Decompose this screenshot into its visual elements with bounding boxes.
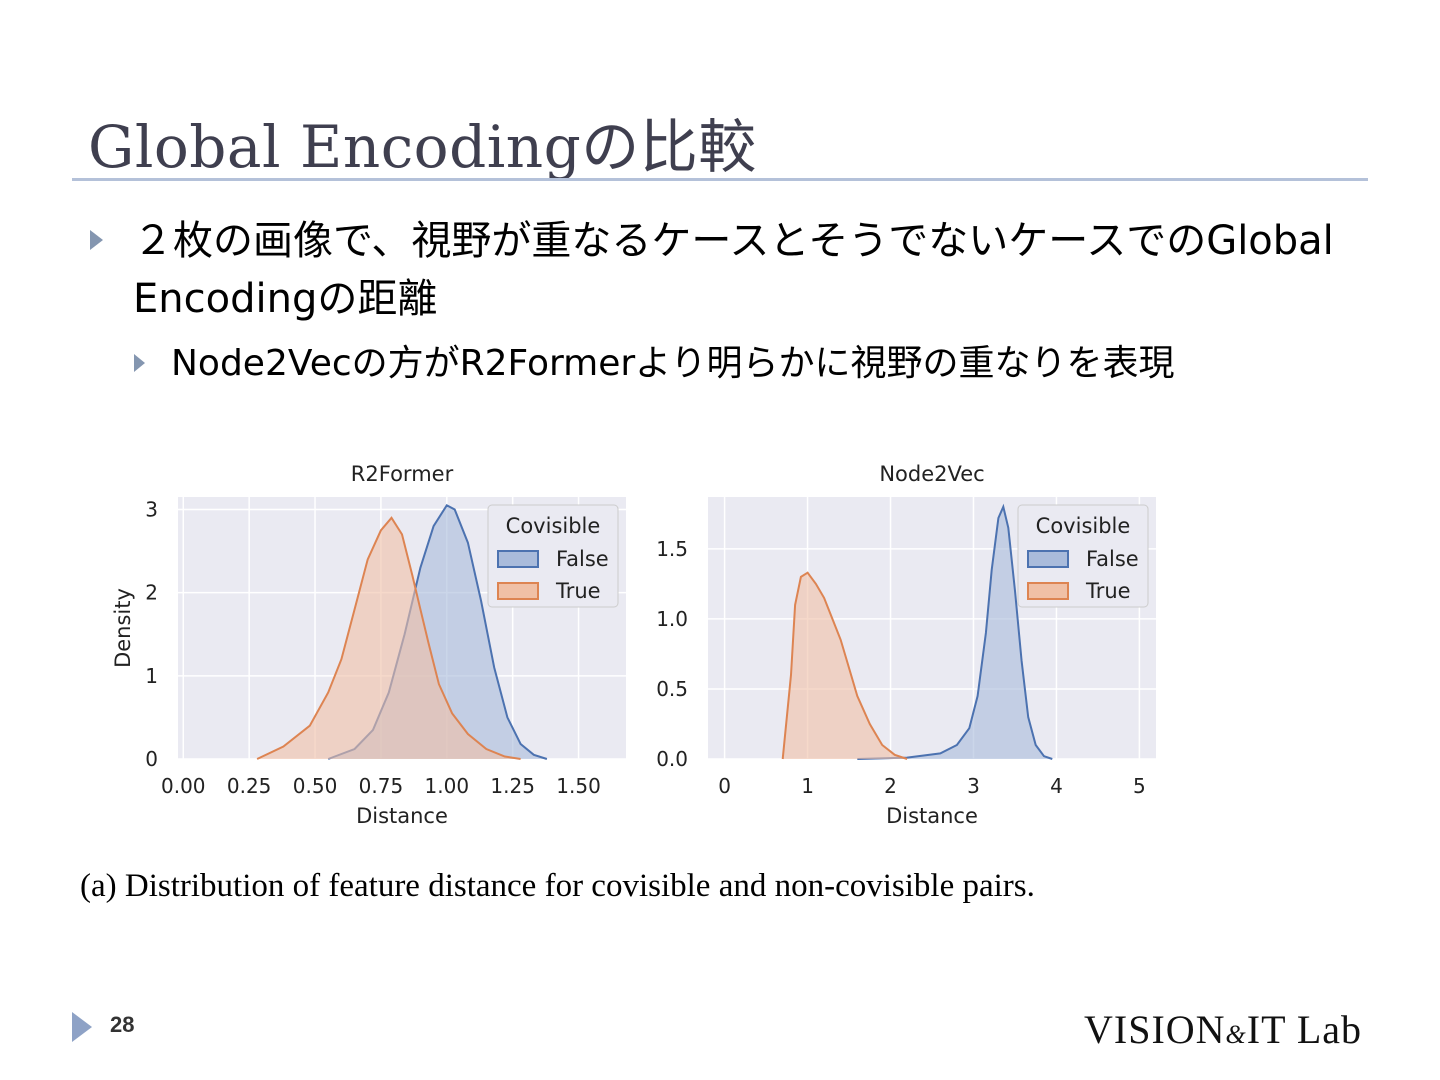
chart-svg: 0 1 2 3 4 5 0.0 0.5 1.0 1.5 Node2Vec Distance Covisi…: [656, 462, 1156, 828]
x-tick-label: 1.00: [425, 774, 470, 798]
chart-svg: 0.00 0.25 0.50 0.75 1.00 1.25 1.50 0 1 2 3 R2Former…: [111, 462, 626, 828]
x-tick-label: 0.25: [227, 774, 272, 798]
legend-title: Covisible: [1036, 514, 1131, 538]
bullet-text: ２枚の画像で、視野が重なるケースとそうでないケースでのGlobal Encodi…: [133, 218, 1334, 322]
chart-title: Node2Vec: [879, 462, 984, 486]
footer-triangle-icon: [72, 1012, 92, 1042]
y-tick-label: 1.5: [656, 537, 688, 561]
y-tick-label: 0.5: [656, 677, 688, 701]
chart-r2former: 0.00 0.25 0.50 0.75 1.00 1.25 1.50 0 1 2 3 R2Former…: [100, 455, 640, 839]
x-tick-label: 0.00: [161, 774, 206, 798]
series-line-true: [781, 571, 908, 760]
legend-label-false: False: [556, 547, 609, 571]
y-tick-label: 0: [145, 747, 158, 771]
legend-swatch-false: [497, 550, 539, 568]
logo-rest: IT Lab: [1246, 1007, 1362, 1052]
x-tick-label: 0.50: [293, 774, 338, 798]
sub-bullet-text: Node2Vecの方がR2Formerより明らかに視野の重なりを表現: [171, 343, 1175, 384]
logo-amp: &: [1225, 1020, 1247, 1049]
legend-label-true: True: [1085, 579, 1131, 603]
legend-label-true: True: [555, 579, 601, 603]
series-area-false: [328, 505, 547, 759]
chart-node2vec: 0 1 2 3 4 5 0.0 0.5 1.0 1.5 Node2Vec Distance Covisi…: [630, 455, 1170, 839]
x-tick-label: 4: [1050, 774, 1063, 798]
x-tick-label: 5: [1133, 774, 1146, 798]
chart-title: R2Former: [351, 462, 454, 486]
x-tick-label: 1: [801, 774, 814, 798]
logo-main: VISION: [1084, 1007, 1226, 1052]
series-area-false: [857, 506, 1053, 759]
bullet-item: ２枚の画像で、視野が重なるケースとそうでないケースでのGlobal Encodi…: [90, 212, 1350, 328]
y-tick-label: 2: [145, 581, 158, 605]
y-axis-label: Density: [111, 588, 135, 668]
x-axis-label: Distance: [886, 804, 978, 828]
title-divider: [72, 178, 1368, 181]
legend-swatch-true: [1027, 582, 1069, 600]
legend-swatch-true: [497, 582, 539, 600]
series-line-true: [256, 516, 521, 760]
lab-logo: VISION&IT Lab: [1084, 1006, 1362, 1053]
x-tick-label: 1.50: [556, 774, 601, 798]
figure-caption: (a) Distribution of feature distance for…: [80, 868, 1035, 904]
slide-title: Global Encodingの比較: [88, 113, 757, 181]
series-area-true: [782, 572, 908, 759]
legend-box: [1017, 504, 1149, 608]
y-tick-label: 0.0: [656, 747, 688, 771]
legend-box: [487, 504, 619, 608]
x-tick-label: 0.75: [359, 774, 404, 798]
bullet-triangle-icon: [90, 230, 103, 250]
x-axis-label: Distance: [356, 804, 448, 828]
x-tick-label: 3: [967, 774, 980, 798]
x-tick-label: 1.25: [490, 774, 535, 798]
sub-bullet-triangle-icon: [134, 354, 145, 372]
y-tick-label: 1.0: [656, 607, 688, 631]
series-area-true: [257, 517, 521, 759]
x-tick-label: 0: [718, 774, 731, 798]
sub-bullet-item: Node2Vecの方がR2Formerより明らかに視野の重なりを表現: [134, 340, 1394, 388]
y-tick-label: 1: [145, 664, 158, 688]
page-number: 28: [110, 1012, 135, 1037]
legend-label-false: False: [1086, 547, 1139, 571]
legend-swatch-false: [1027, 550, 1069, 568]
y-tick-label: 3: [145, 497, 158, 521]
x-tick-label: 2: [884, 774, 897, 798]
legend-title: Covisible: [506, 514, 601, 538]
series-line-false: [857, 503, 1053, 760]
